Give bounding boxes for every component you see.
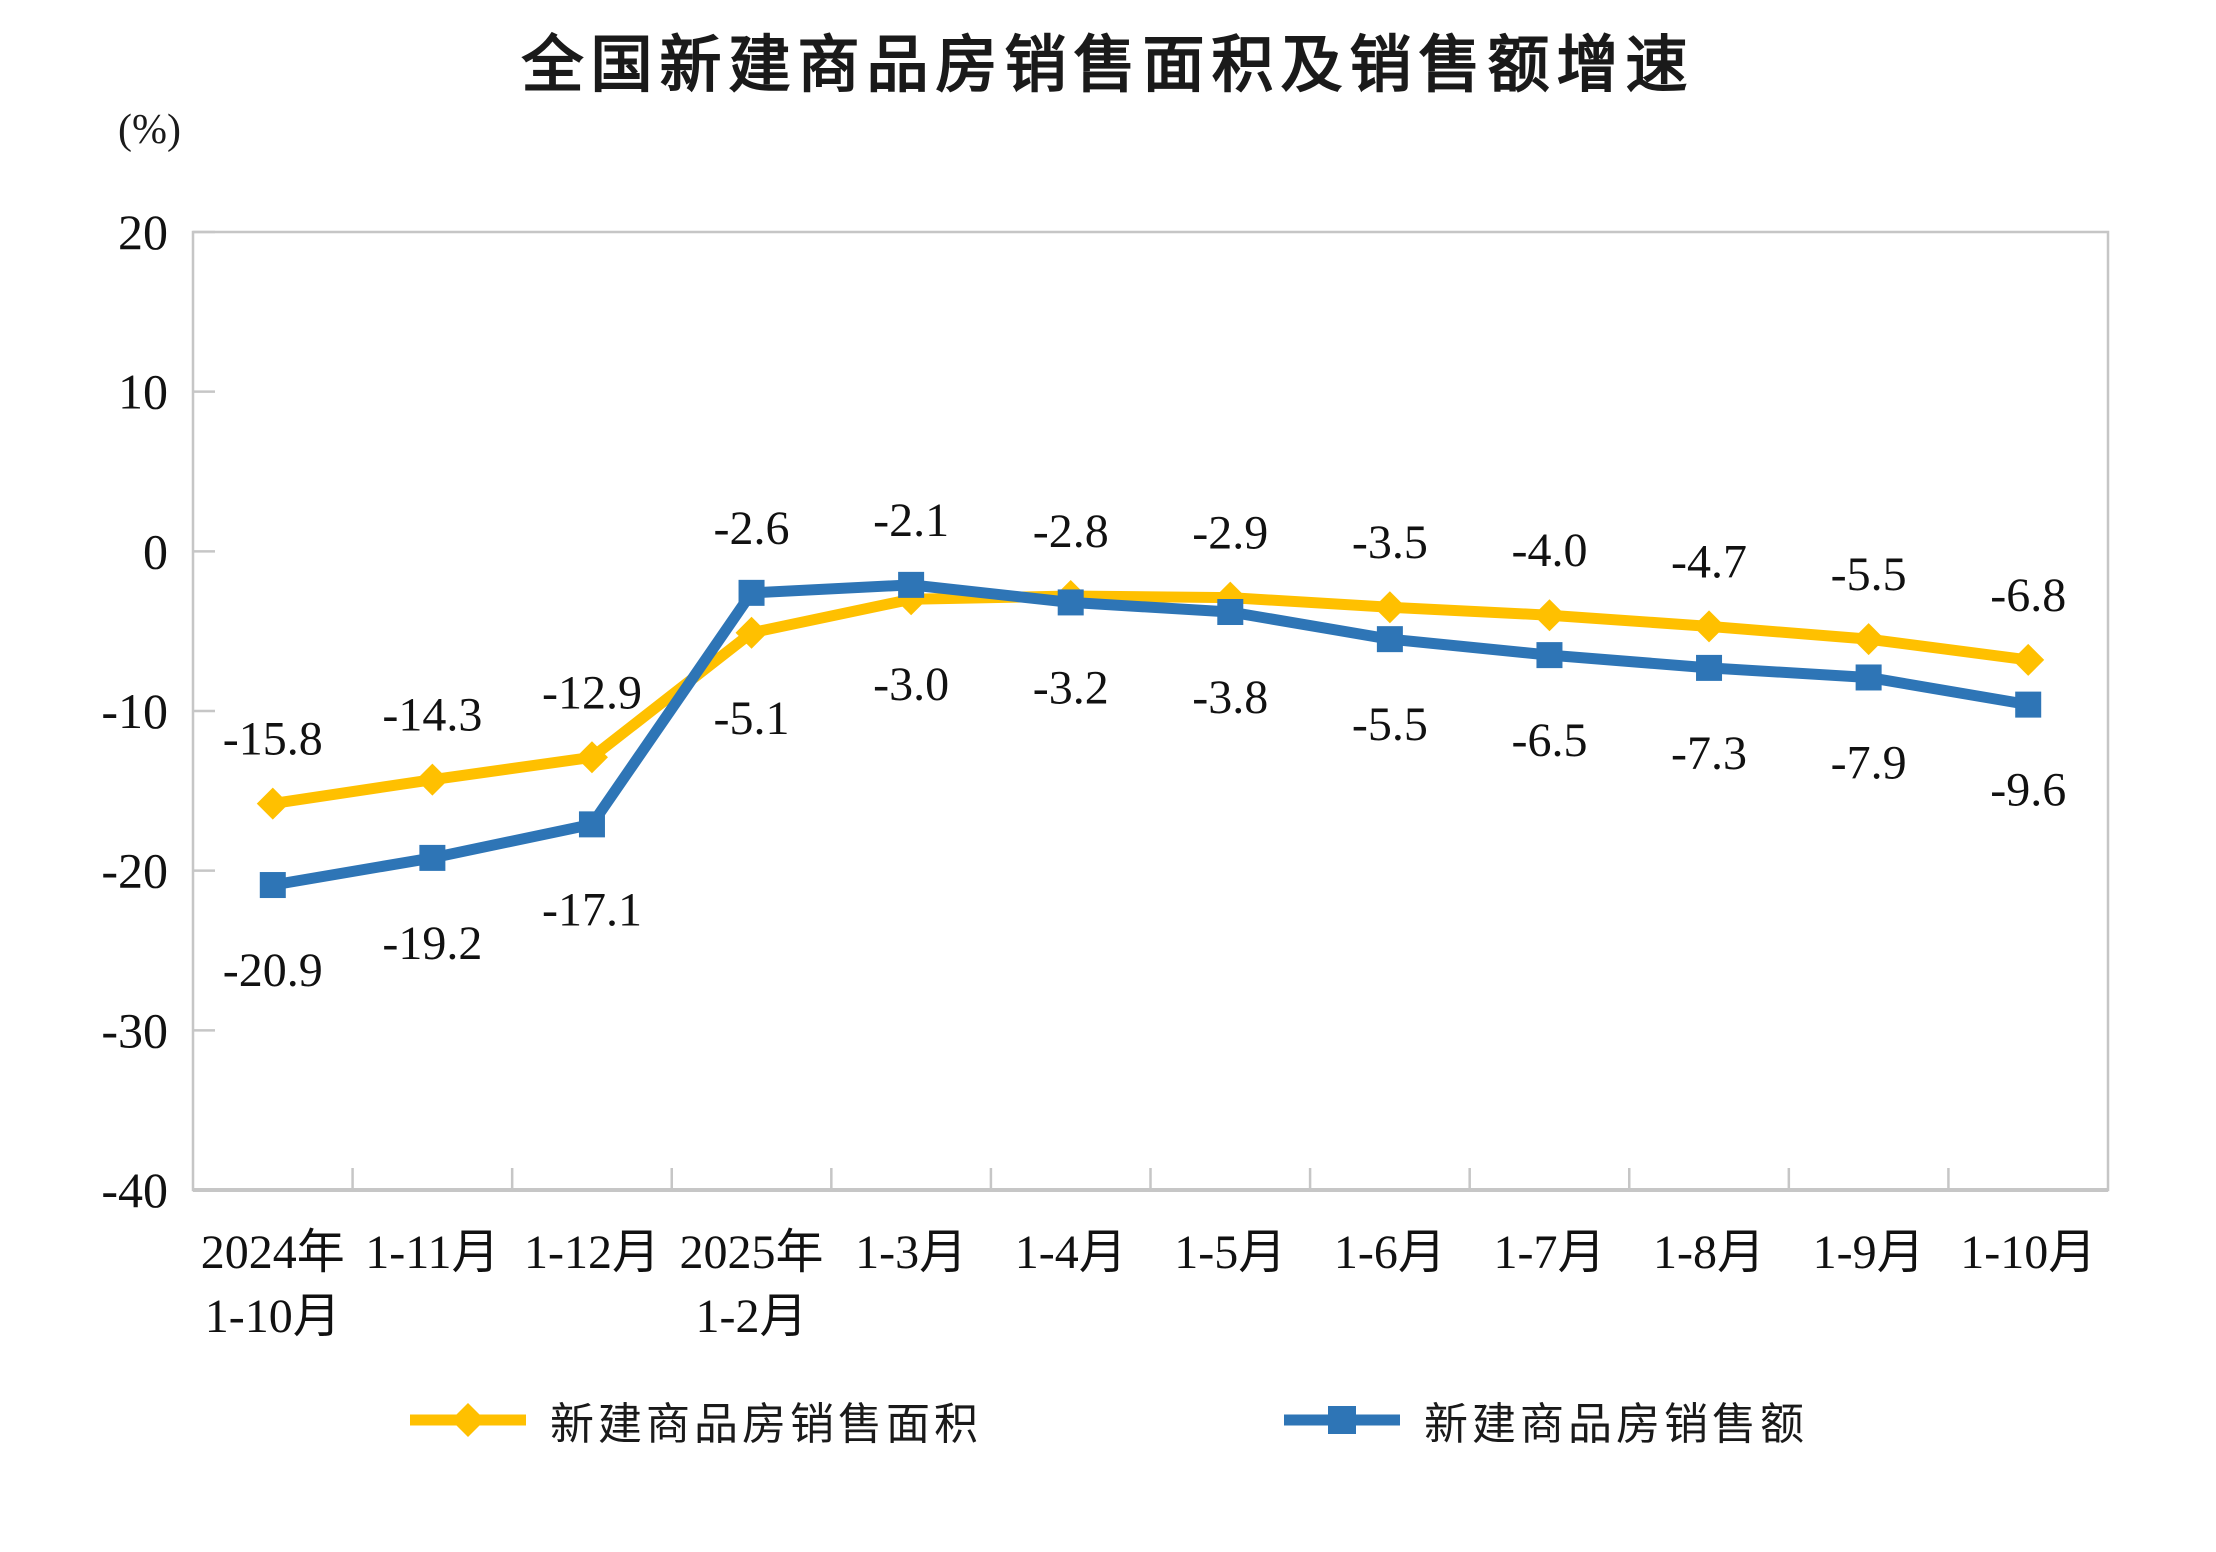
data-label: -7.9 (1831, 736, 1907, 789)
data-label: -2.9 (1192, 507, 1268, 560)
data-label: -4.0 (1511, 524, 1587, 577)
data-point-marker (2015, 691, 2042, 718)
x-axis-category-label: 1-12月 (524, 1226, 660, 1279)
y-axis-tick-label: -20 (101, 843, 168, 899)
data-point-marker (416, 763, 449, 796)
x-axis-category-label: 1-3月 (855, 1226, 967, 1279)
data-point-marker (1536, 642, 1563, 669)
data-label: -3.2 (1033, 661, 1109, 714)
data-label: -6.8 (1990, 569, 2066, 622)
data-label: -2.1 (873, 494, 949, 547)
legend-item-sales-amount: 新建商品房销售额 (1282, 1388, 1808, 1452)
data-label: -3.5 (1352, 516, 1428, 569)
data-label: -19.2 (382, 917, 482, 970)
x-axis-category-label: 2024年 1-10月 (201, 1226, 345, 1343)
data-label: -2.6 (714, 502, 790, 555)
y-axis-tick-label: -40 (101, 1162, 168, 1218)
chart-title: 全国新建商品房销售面积及销售额增速 (521, 31, 1695, 100)
series-line-0 (267, 590, 2034, 810)
legend-marker-sales-amount-icon (1284, 1406, 1400, 1434)
data-point-marker (1057, 589, 1084, 616)
data-label: -2.8 (1033, 505, 1109, 558)
data-label: -5.1 (714, 692, 790, 745)
y-axis-tick-label: 10 (118, 364, 168, 420)
plot-area: 20 10 0 -10 -20 -30 -40 2024年 1-10月 1-11月 1-12月 202… (101, 204, 2110, 1343)
y-axis-tick-label: -30 (101, 1002, 168, 1058)
data-point-marker (256, 787, 289, 820)
square-marker-icon (1328, 1406, 1356, 1434)
x-axis-category-label: 1-4月 (1015, 1226, 1127, 1279)
data-label: -5.5 (1831, 548, 1907, 601)
data-label: -3.0 (873, 658, 949, 711)
series-line-1 (267, 579, 2034, 891)
data-label: -7.3 (1671, 727, 1747, 780)
data-point-marker (419, 844, 446, 871)
data-label: -17.1 (542, 883, 642, 936)
x-axis-category-label: 1-6月 (1334, 1226, 1446, 1279)
data-point-marker (735, 616, 768, 649)
data-point-marker (259, 872, 286, 899)
data-point-marker (575, 741, 608, 774)
x-axis-category-label: 1-7月 (1493, 1226, 1605, 1279)
data-point-marker (1376, 626, 1403, 653)
data-point-marker (1696, 654, 1723, 681)
legend: 新建商品房销售面积 新建商品房销售额 (0, 1382, 2216, 1458)
data-point-marker (1693, 610, 1726, 643)
x-axis-category-label: 1-11月 (365, 1226, 499, 1279)
legend-label-sales-amount: 新建商品房销售额 (1424, 1400, 1808, 1449)
x-axis-category-label: 2025年 1-2月 (680, 1226, 824, 1343)
x-axis-category-label: 1-9月 (1813, 1226, 1925, 1279)
data-point-marker (1533, 599, 1566, 632)
data-label: -12.9 (542, 666, 642, 719)
data-label: -15.8 (223, 713, 323, 766)
data-point-marker (1373, 591, 1406, 624)
data-point-marker (578, 811, 605, 838)
x-axis-category-label: 1-8月 (1653, 1226, 1765, 1279)
legend-item-sales-area: 新建商品房销售面积 (408, 1388, 982, 1452)
data-label: -6.5 (1511, 714, 1587, 767)
y-axis-tick-label: 0 (143, 523, 168, 579)
data-label: -5.5 (1352, 698, 1428, 751)
data-point-marker (2012, 643, 2045, 676)
y-axis-unit-label: (%) (118, 107, 181, 153)
y-axis-tick-label: 20 (118, 204, 168, 260)
data-point-marker (1217, 599, 1244, 626)
data-point-marker (898, 571, 925, 598)
data-point-marker (1852, 623, 1885, 656)
data-label: -3.8 (1192, 671, 1268, 724)
x-axis-category-label: 1-10月 (1960, 1226, 2096, 1279)
legend-marker-sales-area-icon (410, 1403, 526, 1437)
data-label: -20.9 (223, 944, 323, 997)
data-label: -9.6 (1990, 764, 2066, 817)
legend-label-sales-area: 新建商品房销售面积 (550, 1400, 982, 1449)
diamond-marker-icon (451, 1403, 485, 1437)
data-label: -14.3 (382, 689, 482, 742)
y-axis-tick-label: -10 (101, 683, 168, 739)
data-label: -4.7 (1671, 535, 1747, 588)
data-point-marker (738, 579, 765, 606)
data-point-marker (1855, 664, 1882, 691)
x-axis-category-label: 1-5月 (1174, 1226, 1286, 1279)
